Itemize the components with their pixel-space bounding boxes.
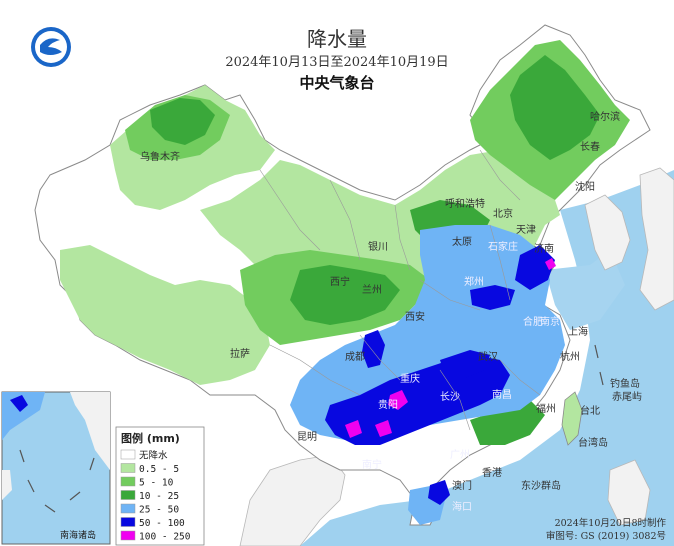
korea-peninsula: [584, 194, 631, 271]
city-label: 石家庄: [488, 240, 518, 253]
rain-50-100-shandong: [515, 245, 555, 290]
city-label: 成都: [345, 351, 365, 363]
city-label: 澳门: [452, 479, 472, 492]
city-label: 上海: [568, 325, 588, 338]
legend-swatch: [120, 490, 136, 500]
rain-10-25-central: [290, 265, 400, 325]
rain-100-250-hunan: [375, 420, 392, 437]
legend-label: 25 - 50: [139, 505, 179, 516]
legend-swatch: [120, 530, 136, 541]
city-label: 郑州: [464, 275, 484, 288]
rain-100-250-shandong: [545, 258, 556, 270]
city-label: 北京: [493, 207, 513, 220]
city-label: 兰州: [362, 283, 382, 296]
legend: 图例 (mm) 无降水 0.5 - 5 5 - 10 10 - 25 25 - 50 50…: [115, 426, 205, 546]
city-label: 武汉: [478, 350, 498, 363]
city-label: 台湾岛: [578, 436, 608, 449]
footer-made: 2024年10月20日8时制作: [555, 517, 667, 529]
city-label: 合肥: [523, 315, 543, 328]
city-label: 台北: [580, 404, 600, 417]
city-label: 重庆: [400, 372, 420, 385]
rain-50-100-hunan: [440, 350, 490, 378]
rain-100-250-guangxi: [345, 420, 362, 438]
city-label: 长沙: [440, 391, 460, 403]
legend-label: 100 - 250: [139, 532, 191, 543]
legend-label: 无降水: [139, 450, 168, 462]
rain-10-25-northeast: [510, 55, 600, 160]
map-org: 中央气象台: [299, 74, 374, 92]
city-label: 太原: [452, 235, 472, 248]
city-label: 哈尔滨: [590, 110, 620, 123]
city-label: 东沙群岛: [521, 479, 561, 492]
city-label: 广州: [450, 449, 470, 461]
cma-logo: [31, 27, 71, 67]
legend-label: 5 - 10: [139, 478, 174, 489]
city-label: 西宁: [330, 275, 350, 288]
south-sea-inset: 南海诸岛: [1, 391, 111, 545]
city-label: 乌鲁木齐: [140, 150, 180, 163]
legend-swatch: [120, 517, 136, 527]
city-label: 呼和浩特: [445, 198, 485, 210]
philippines-land: [607, 459, 651, 526]
taiwan-island: [561, 391, 583, 446]
rain-0.5-5-west: [60, 245, 270, 385]
legend-swatch: [120, 449, 136, 460]
map-date-range: 2024年10月13日至2024年10月19日: [225, 55, 448, 70]
city-label: 长春: [580, 141, 600, 153]
city-label: 福州: [536, 402, 556, 415]
city-label: 海口: [452, 500, 472, 513]
city-label: 银川: [368, 240, 388, 253]
footer-approval: 审图号: GS (2019) 3082号: [546, 530, 666, 542]
sea-area: [300, 170, 674, 546]
city-label: 西安: [405, 310, 425, 323]
province-borders: [259, 149, 541, 431]
rain-100-250-guizhou: [388, 390, 408, 410]
city-label: 沈阳: [575, 180, 595, 193]
inset-label-south-sea: 南海诸岛: [60, 529, 96, 541]
dash-line-east: [594, 344, 604, 386]
rain-50-100-huaibei: [470, 285, 515, 310]
city-label: 杭州: [560, 350, 580, 363]
city-label: 昆明: [297, 431, 317, 443]
city-label: 南京: [540, 315, 560, 328]
legend-swatch: [120, 503, 136, 514]
city-label: 钓鱼岛: [610, 377, 640, 390]
rain-50-100-sichuan: [362, 330, 385, 368]
legend-label: 50 - 100: [139, 518, 185, 529]
city-label: 南昌: [492, 388, 512, 401]
japan-land: [639, 167, 674, 311]
rain-10-25-south: [470, 400, 545, 445]
legend-swatch: [120, 476, 136, 487]
city-label: 拉萨: [230, 347, 250, 360]
city-label: 香港: [482, 467, 502, 479]
city-label: 天津: [516, 224, 536, 236]
legend-swatch: [120, 463, 136, 473]
map-title: 降水量: [307, 27, 367, 51]
city-label: 赤尾屿: [612, 391, 642, 403]
rain-10-25-xinjiang: [150, 98, 215, 145]
city-label: 南宁: [362, 458, 382, 471]
legend-label: 10 - 25: [139, 491, 179, 502]
legend-title: 图例 (mm): [121, 431, 180, 445]
legend-label: 0.5 - 5: [139, 464, 179, 475]
rain-50-100-hainan: [428, 480, 450, 505]
city-label: 济南: [534, 242, 554, 255]
city-label: 贵阳: [378, 398, 398, 411]
